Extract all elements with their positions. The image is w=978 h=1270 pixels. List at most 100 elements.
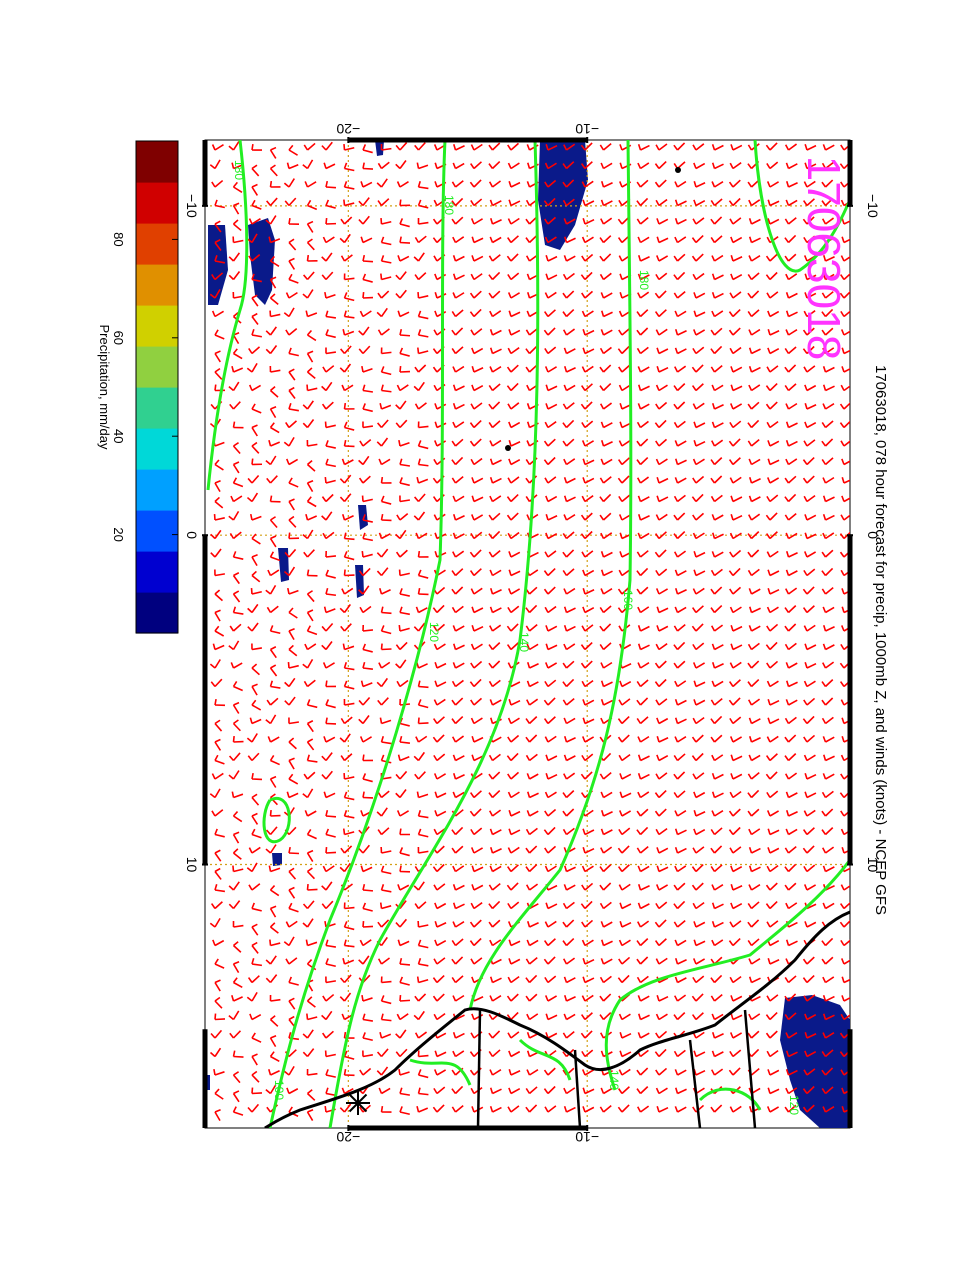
barb-shaft bbox=[400, 1000, 410, 1001]
barb-flag bbox=[362, 995, 363, 1001]
barb-flag bbox=[363, 792, 364, 798]
barb-flag bbox=[382, 644, 383, 650]
barb-flag bbox=[326, 681, 327, 687]
barb-shaft bbox=[400, 964, 410, 965]
barb-flag bbox=[232, 792, 233, 798]
barb-shaft bbox=[400, 335, 410, 336]
barb-shaft bbox=[419, 723, 429, 724]
barb-flag bbox=[289, 533, 290, 539]
colorbar-band bbox=[136, 305, 178, 347]
barb-flag bbox=[270, 940, 271, 946]
colorbar-tick-label: 40 bbox=[111, 429, 126, 443]
barb-flag bbox=[325, 477, 326, 483]
barb-flag bbox=[417, 163, 418, 169]
barb-flag bbox=[215, 699, 216, 705]
barb-flag bbox=[382, 514, 383, 520]
barb-flag bbox=[382, 477, 383, 483]
barb-flag bbox=[344, 829, 345, 835]
barb-flag bbox=[381, 274, 382, 280]
colorbar-tick-label: 60 bbox=[111, 331, 126, 345]
barb-flag bbox=[306, 940, 307, 946]
barb-flag bbox=[308, 570, 309, 576]
barb-flag bbox=[269, 866, 270, 872]
barb-flag bbox=[419, 551, 420, 557]
barb-flag bbox=[345, 403, 346, 409]
barb-flag bbox=[344, 144, 345, 150]
barb-flag bbox=[363, 292, 364, 298]
barb-shaft bbox=[419, 687, 429, 688]
barb-flag bbox=[271, 810, 272, 816]
barb-flag bbox=[215, 1014, 216, 1020]
colorbar-band bbox=[136, 551, 178, 593]
barb-shaft bbox=[326, 187, 336, 188]
barb-flag bbox=[252, 144, 253, 150]
barb-shaft bbox=[382, 352, 392, 353]
colorbar-band bbox=[136, 469, 178, 511]
barb-flag bbox=[271, 496, 272, 502]
barb-flag bbox=[343, 644, 344, 650]
barb-flag bbox=[400, 237, 401, 243]
barb-shaft bbox=[382, 982, 392, 983]
barb-flag bbox=[233, 866, 234, 872]
barb-shaft bbox=[326, 852, 336, 853]
barb-flag bbox=[308, 884, 309, 890]
barb-flag bbox=[362, 551, 363, 557]
barb-shaft bbox=[345, 539, 355, 540]
barb-flag bbox=[417, 792, 418, 798]
barb-flag bbox=[308, 255, 309, 261]
barb-flag bbox=[326, 847, 327, 853]
barb-flag bbox=[399, 625, 400, 631]
barb-shaft bbox=[289, 853, 299, 854]
colorbar-label: Precipitation, mm/day bbox=[97, 325, 112, 450]
barb-flag bbox=[400, 366, 401, 372]
barb-flag bbox=[325, 292, 326, 298]
colorbar-tick-label: 80 bbox=[111, 232, 126, 246]
barb-flag bbox=[234, 736, 235, 742]
barb-shaft bbox=[363, 261, 373, 262]
barb-flag bbox=[288, 662, 289, 668]
barb-flag bbox=[362, 366, 363, 372]
barb-shaft bbox=[308, 889, 318, 890]
barb-shaft bbox=[382, 613, 392, 614]
colorbar-band bbox=[136, 264, 178, 306]
barb-flag bbox=[325, 921, 326, 927]
colorbar-band bbox=[136, 510, 178, 552]
barb-shaft bbox=[363, 169, 373, 170]
barb-shaft bbox=[363, 926, 373, 927]
barb-flag bbox=[234, 422, 235, 428]
barb-shaft bbox=[215, 1019, 225, 1020]
barb-flag bbox=[380, 718, 381, 724]
barb-flag bbox=[252, 459, 253, 465]
barb-shaft bbox=[345, 908, 355, 909]
barb-shaft bbox=[363, 890, 373, 891]
barb-flag bbox=[418, 977, 419, 983]
barb-flag bbox=[381, 903, 382, 909]
barb-flag bbox=[419, 588, 420, 594]
barb-flag bbox=[215, 385, 216, 391]
colorbar-band bbox=[136, 182, 178, 224]
barb-flag bbox=[400, 200, 401, 206]
colorbar-band bbox=[136, 346, 178, 388]
colorbar-band bbox=[136, 387, 178, 429]
barb-flag bbox=[400, 866, 401, 872]
barb-shaft bbox=[363, 630, 373, 631]
barb-flag bbox=[326, 718, 327, 724]
barb-flag bbox=[289, 847, 290, 853]
barb-flag bbox=[400, 829, 401, 835]
colorbar-band bbox=[136, 141, 178, 183]
barb-flag bbox=[363, 755, 364, 761]
barb-flag bbox=[326, 218, 327, 224]
barb-shaft bbox=[419, 426, 429, 427]
barb-flag bbox=[418, 348, 419, 354]
barb-flag bbox=[399, 440, 400, 446]
colorbar-bands bbox=[136, 141, 178, 634]
barb-flag bbox=[345, 570, 346, 576]
barb-flag bbox=[345, 440, 346, 446]
colorbar-band bbox=[136, 223, 178, 265]
barb-flag bbox=[344, 200, 345, 206]
barb-flag bbox=[363, 921, 364, 927]
barb-shaft bbox=[326, 816, 336, 817]
barb-flag bbox=[271, 181, 272, 187]
